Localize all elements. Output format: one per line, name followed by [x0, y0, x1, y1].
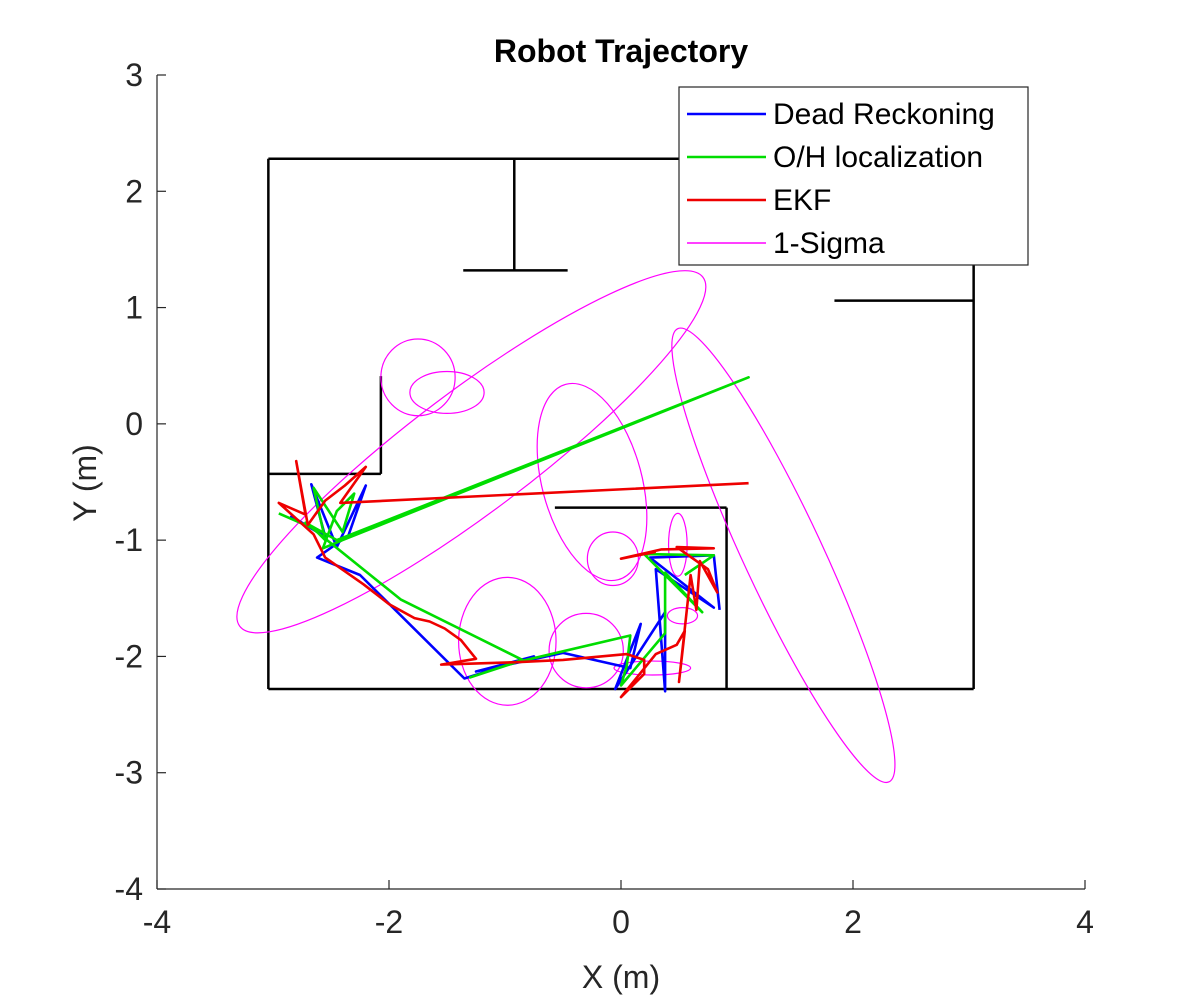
x-axis-ticks: -4 -2 0 2 4	[143, 880, 1094, 940]
y-tick-label: 3	[125, 57, 143, 93]
chart-title: Robot Trajectory	[494, 33, 748, 69]
legend: Dead Reckoning O/H localization EKF 1-Sigma	[678, 86, 1029, 266]
sigma-ellipse	[548, 612, 624, 689]
sigma-ellipse	[236, 270, 707, 634]
sigma-ellipse	[380, 338, 456, 417]
axes: -4 -2 0 2 4 -4 -3 -2 -1 0 1 2 3	[115, 57, 1094, 940]
trajectory-series	[277, 375, 750, 699]
legend-label-1-sigma: 1-Sigma	[773, 227, 885, 260]
x-tick-label: 0	[612, 904, 630, 940]
y-tick-label: 1	[125, 290, 143, 326]
sigma-ellipse	[458, 576, 557, 706]
x-tick-label: -4	[143, 904, 171, 940]
sigma-ellipse	[671, 327, 896, 784]
sigma-ellipses	[236, 270, 896, 784]
x-tick-label: 2	[844, 904, 862, 940]
y-tick-label: -3	[115, 755, 143, 791]
legend-entries: Dead Reckoning O/H localization EKF 1-Sigma	[687, 98, 995, 260]
legend-label-o-h-localization: O/H localization	[773, 141, 983, 174]
sigma-ellipse	[586, 531, 639, 587]
sigma-ellipse	[667, 512, 688, 577]
sigma-ellipse	[613, 660, 692, 676]
sigma-ellipse	[536, 382, 648, 582]
map-walls	[267, 157, 975, 691]
x-tick-label: 4	[1076, 904, 1094, 940]
sigma-ellipse	[666, 606, 699, 625]
series-line-ekf	[277, 459, 749, 699]
legend-label-dead-reckoning: Dead Reckoning	[773, 98, 995, 131]
legend-label-ekf: EKF	[773, 184, 831, 217]
y-tick-label: -1	[115, 522, 143, 558]
x-tick-label: -2	[375, 904, 403, 940]
y-tick-label: -2	[115, 638, 143, 674]
y-axis-ticks: -4 -3 -2 -1 0 1 2 3	[115, 57, 166, 907]
x-axis-label: X (m)	[582, 959, 660, 995]
y-tick-label: -4	[115, 871, 143, 907]
y-tick-label: 0	[125, 406, 143, 442]
series-line-o-h-localization	[278, 375, 750, 687]
y-tick-label: 2	[125, 173, 143, 209]
sigma-ellipse	[409, 370, 485, 414]
legend-box	[678, 86, 1029, 266]
plot-area	[236, 157, 975, 784]
y-axis-label: Y (m)	[67, 444, 103, 522]
